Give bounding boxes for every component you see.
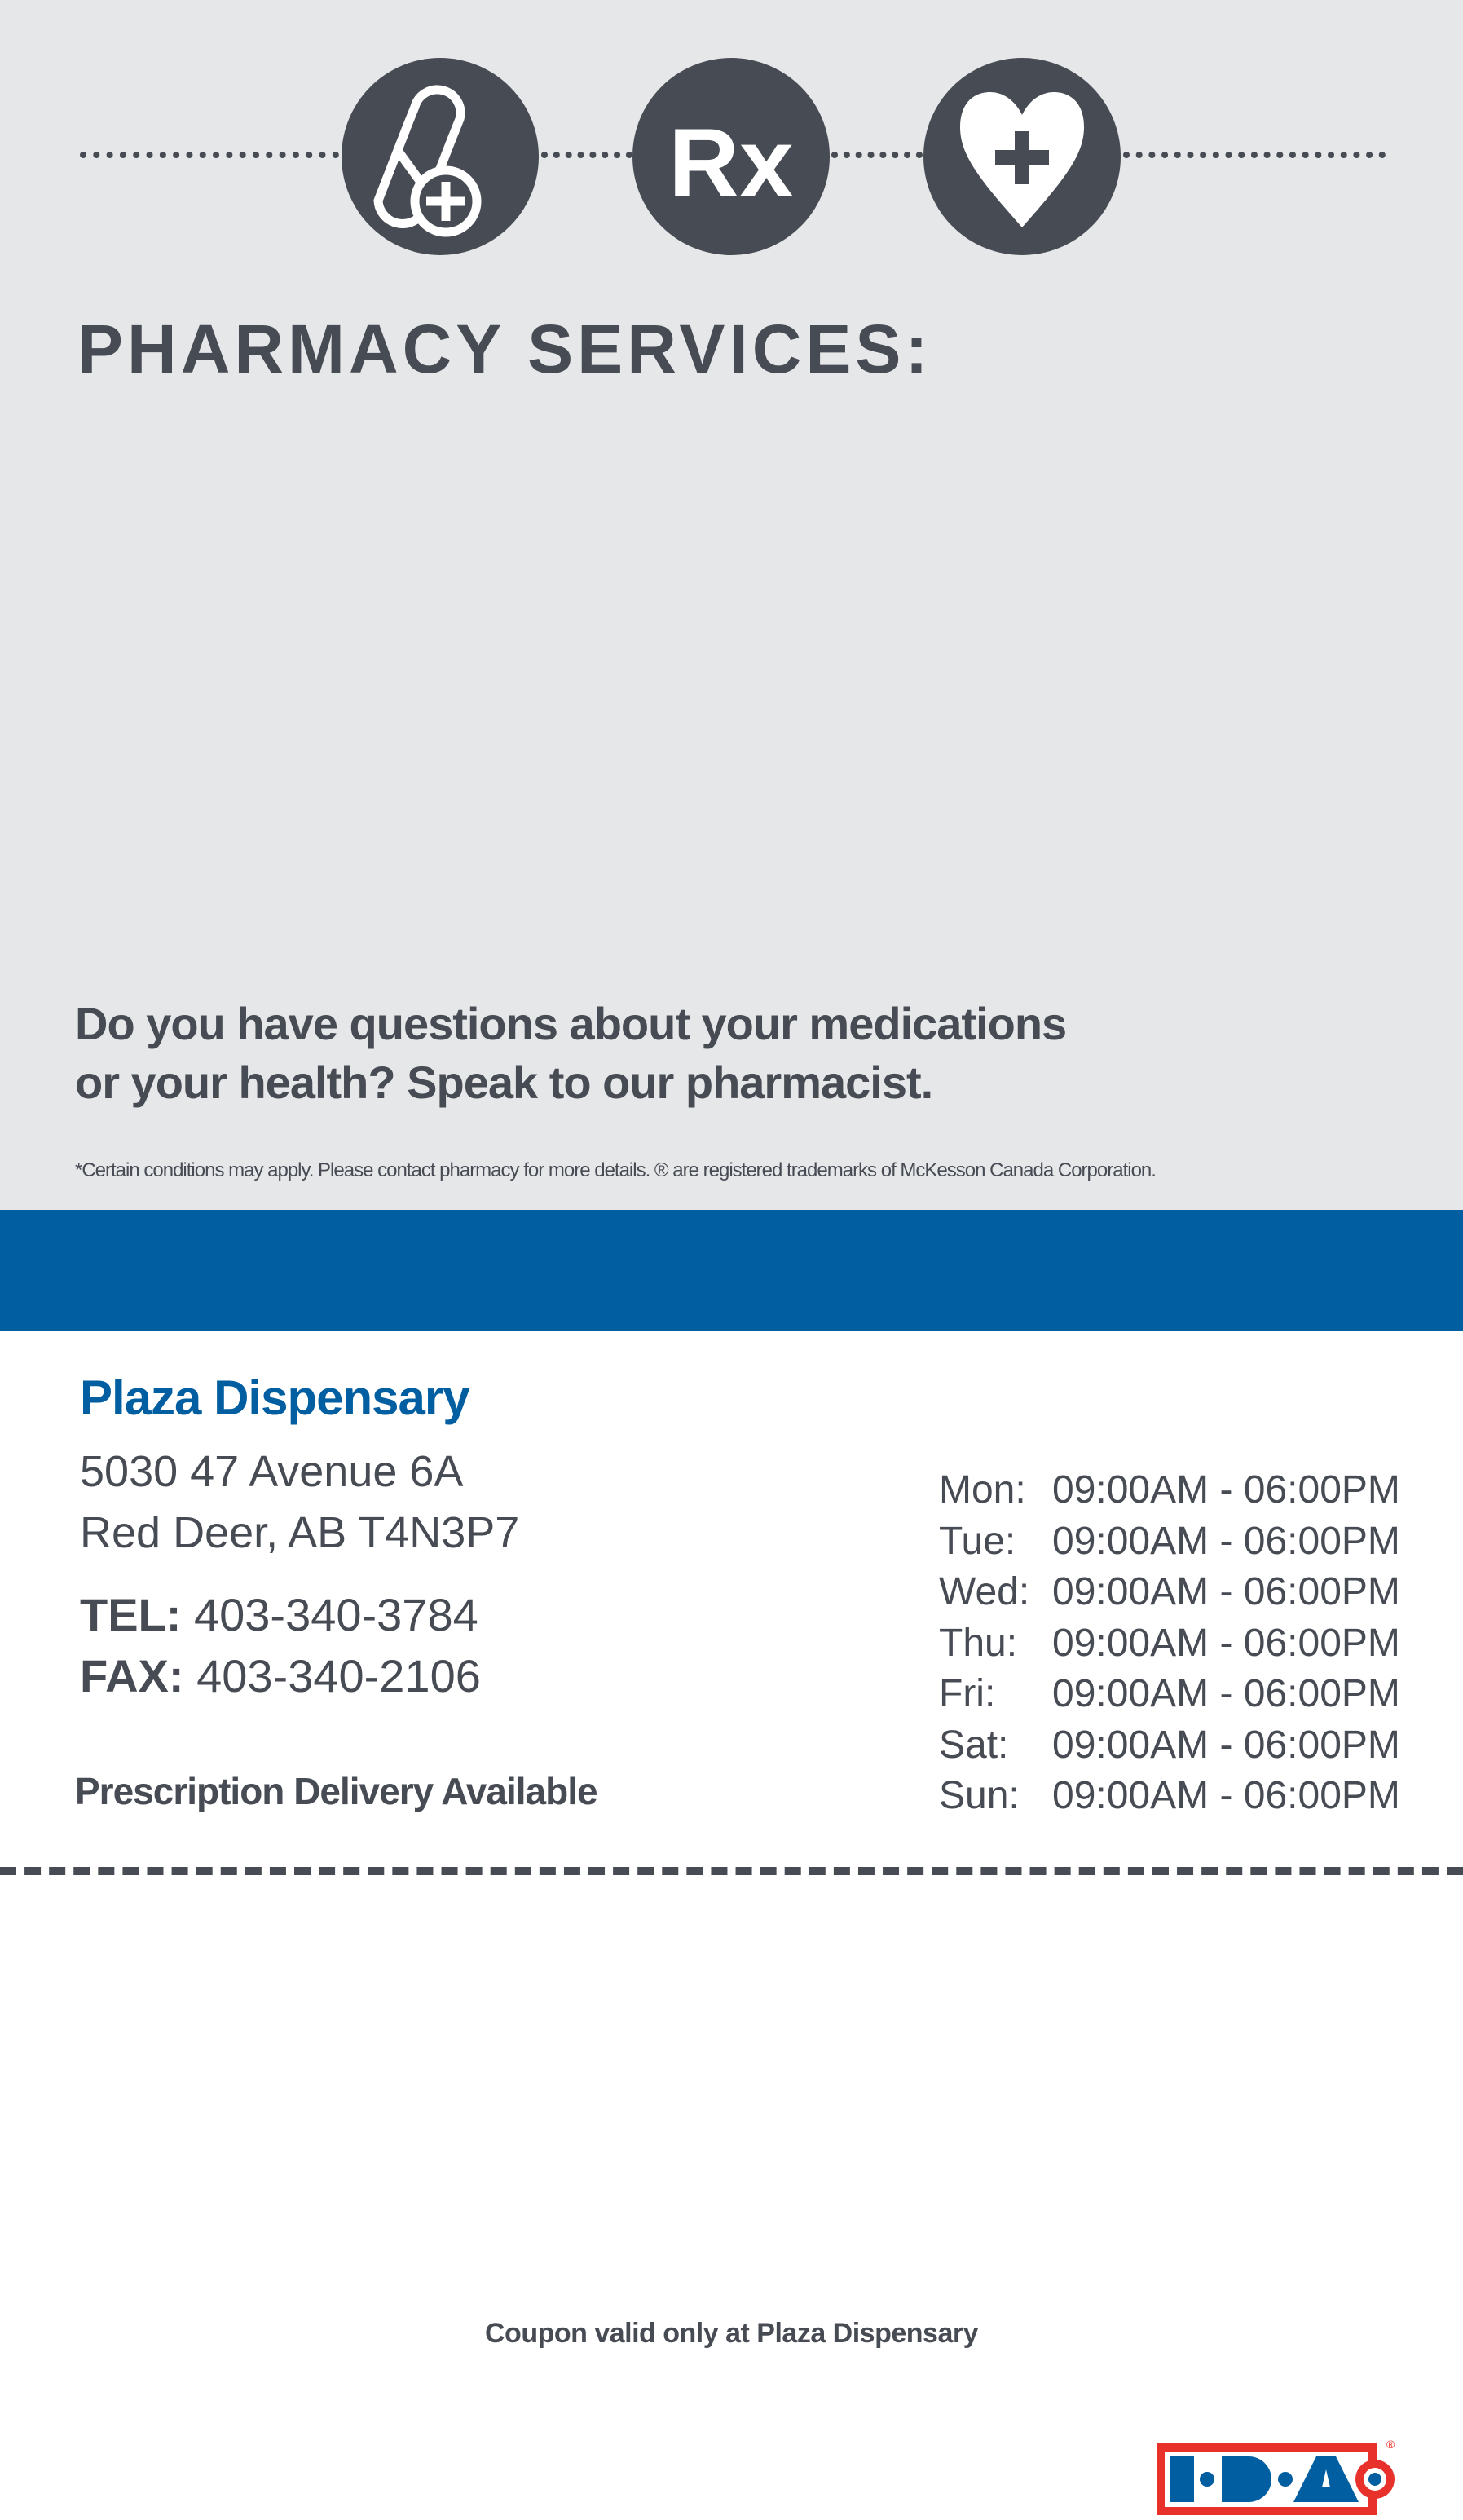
rx-glyph: Rx — [668, 108, 793, 218]
hours-time: 09:00AM - 06:00PM — [1052, 1519, 1400, 1563]
hours-day: Sun: — [939, 1774, 1020, 1817]
pharmacist-question: Do you have questions about your medicat… — [75, 995, 1067, 1112]
page-title: PHARMACY SERVICES: — [77, 311, 932, 387]
hours-day: Mon: — [939, 1468, 1026, 1512]
tel-number: 403-340-3784 — [193, 1589, 478, 1640]
hours-day: Tue: — [939, 1519, 1016, 1563]
hours-row: Wed: 09:00AM - 06:00PM — [939, 1569, 1400, 1621]
ida-logo: ® — [1157, 2438, 1395, 2515]
hours-time: 09:00AM - 06:00PM — [1052, 1621, 1400, 1665]
heart-plus-icon — [923, 58, 1121, 255]
brand-band: ® — [0, 1210, 1463, 2515]
dotted-divider — [80, 152, 339, 158]
hours-time: 09:00AM - 06:00PM — [1052, 1570, 1400, 1613]
pill-plus-icon — [342, 58, 539, 255]
hours-time: 09:00AM - 06:00PM — [1052, 1468, 1400, 1512]
hours-row: Sun: 09:00AM - 06:00PM — [939, 1773, 1400, 1825]
dotted-divider — [831, 152, 923, 158]
address-line: Red Deer, AB T4N3P7 — [80, 1508, 520, 1557]
store-hours: Mon: 09:00AM - 06:00PM Tue: 09:00AM - 06:0… — [939, 1467, 1400, 1825]
pharmacy-services-panel: Rx PHARMACY SERVICES: Do you have questi… — [0, 0, 1463, 1210]
question-line: or your health? Speak to our pharmacist. — [75, 1057, 933, 1108]
coupon-note: Coupon valid only at Plaza Dispensary — [485, 2318, 979, 2349]
hours-time: 09:00AM - 06:00PM — [1052, 1723, 1400, 1767]
hours-row: Mon: 09:00AM - 06:00PM — [939, 1467, 1400, 1519]
fax-label: FAX: — [80, 1650, 184, 1701]
rx-icon: Rx — [632, 58, 830, 255]
store-name: Plaza Dispensary — [80, 1370, 470, 1425]
coupon-cut-line — [0, 1867, 1463, 1875]
hours-row: Fri: 09:00AM - 06:00PM — [939, 1671, 1400, 1723]
hours-time: 09:00AM - 06:00PM — [1052, 1672, 1400, 1715]
hours-row: Tue: 09:00AM - 06:00PM — [939, 1519, 1400, 1570]
svg-text:®: ® — [1386, 2438, 1395, 2451]
tel-label: TEL: — [80, 1589, 182, 1640]
telephone: TEL: 403-340-3784 — [80, 1588, 478, 1641]
hours-time: 09:00AM - 06:00PM — [1052, 1774, 1400, 1817]
hours-day: Wed: — [939, 1570, 1030, 1613]
fax: FAX: 403-340-2106 — [80, 1649, 481, 1702]
hours-row: Thu: 09:00AM - 06:00PM — [939, 1621, 1400, 1672]
question-line: Do you have questions about your medicat… — [75, 998, 1067, 1049]
delivery-notice: Prescription Delivery Available — [75, 1770, 598, 1812]
hours-day: Sat: — [939, 1723, 1009, 1767]
address-line: 5030 47 Avenue 6A — [80, 1447, 464, 1496]
hours-row: Sat: 09:00AM - 06:00PM — [939, 1723, 1400, 1774]
dotted-divider — [1123, 152, 1386, 158]
fax-number: 403-340-2106 — [196, 1650, 481, 1701]
hours-day: Thu: — [939, 1621, 1018, 1665]
disclaimer: *Certain conditions may apply. Please co… — [75, 1159, 1157, 1181]
dotted-divider — [541, 152, 632, 158]
hours-day: Fri: — [939, 1672, 996, 1715]
